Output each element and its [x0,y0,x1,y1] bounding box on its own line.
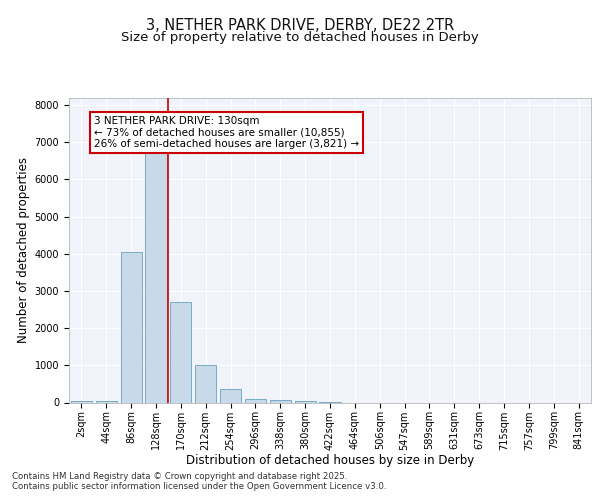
Bar [145,154,167,402]
Bar [295,400,316,402]
Y-axis label: Number of detached properties: Number of detached properties [17,157,31,343]
Bar [245,399,266,402]
Text: 3, NETHER PARK DRIVE, DERBY, DE22 2TR: 3, NETHER PARK DRIVE, DERBY, DE22 2TR [146,18,454,32]
X-axis label: Distribution of detached houses by size in Derby: Distribution of detached houses by size … [186,454,474,467]
Bar [170,302,191,402]
Text: 3 NETHER PARK DRIVE: 130sqm
← 73% of detached houses are smaller (10,855)
26% of: 3 NETHER PARK DRIVE: 130sqm ← 73% of det… [94,116,359,150]
Bar [195,366,216,403]
Text: Size of property relative to detached houses in Derby: Size of property relative to detached ho… [121,32,479,44]
Text: Contains public sector information licensed under the Open Government Licence v3: Contains public sector information licen… [12,482,386,491]
Bar [121,252,142,402]
Text: Contains HM Land Registry data © Crown copyright and database right 2025.: Contains HM Land Registry data © Crown c… [12,472,347,481]
Bar [270,400,291,402]
Bar [220,390,241,402]
